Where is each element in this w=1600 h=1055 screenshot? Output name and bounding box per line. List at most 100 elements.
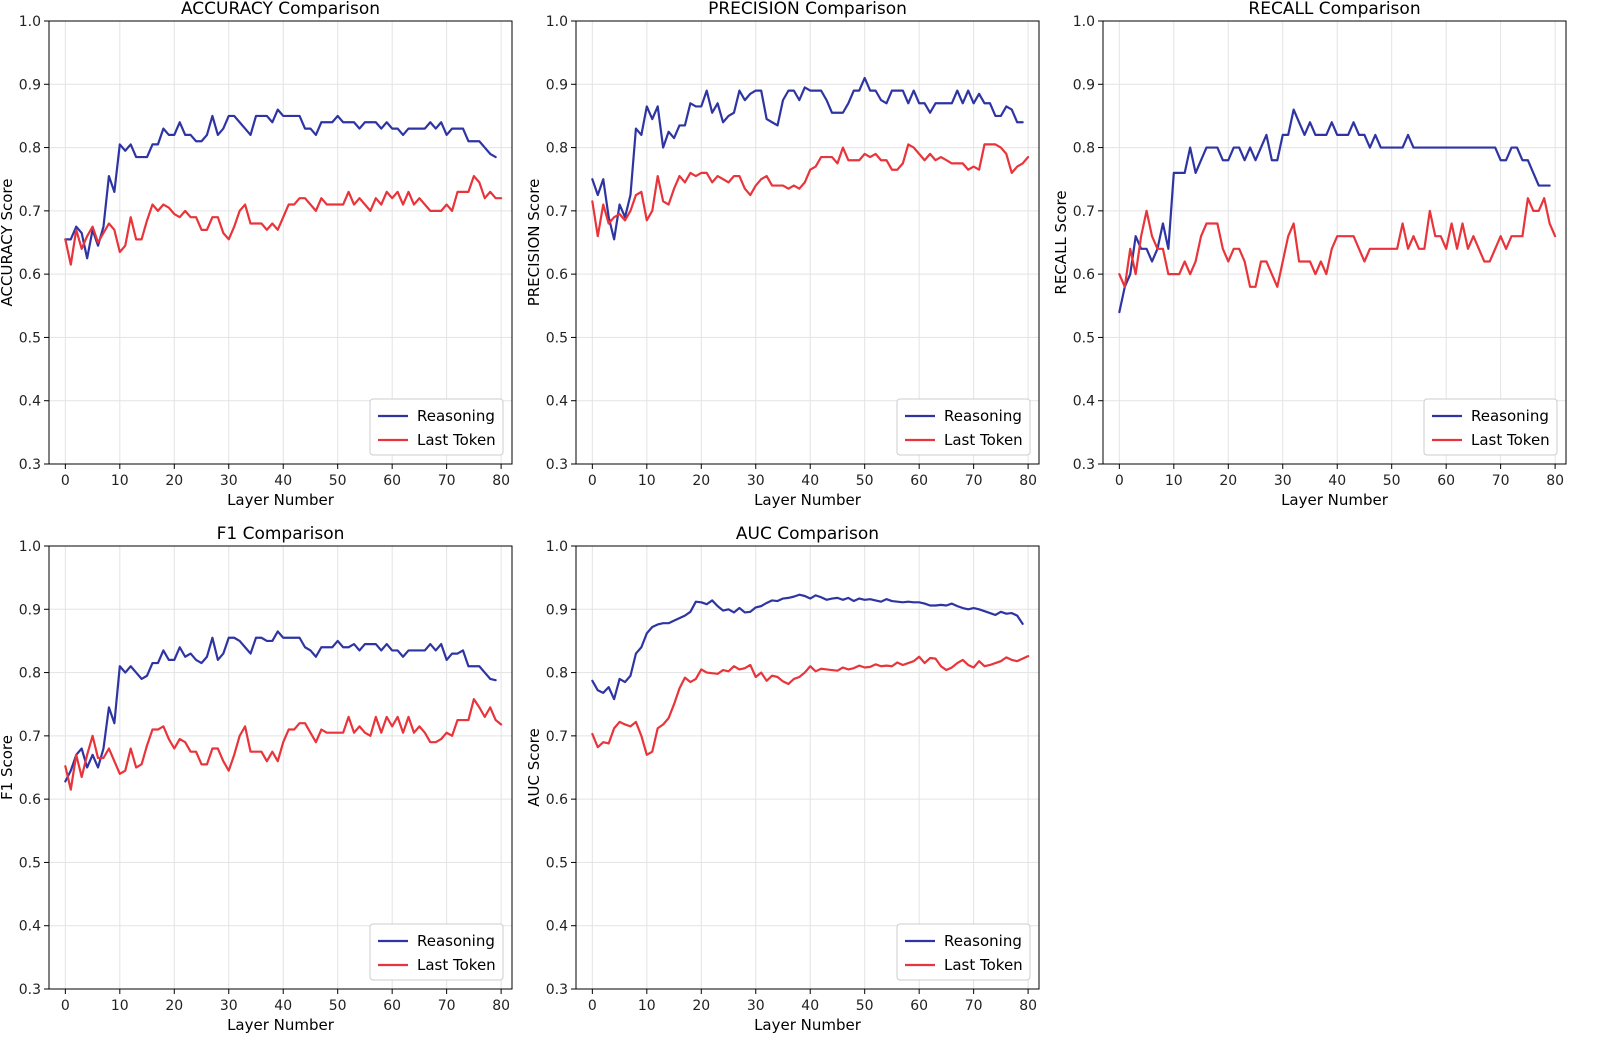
y-tick-label: 0.5 [546, 330, 568, 346]
y-tick-label: 0.3 [546, 457, 568, 473]
x-tick-label: 50 [856, 473, 874, 489]
x-tick-label: 70 [1492, 473, 1510, 489]
chart-title: PRECISION Comparison [708, 0, 907, 19]
x-tick-label: 10 [638, 473, 656, 489]
x-tick-label: 0 [61, 998, 70, 1014]
axes-frame [1102, 20, 1567, 465]
y-tick-label: 0.3 [19, 457, 41, 473]
axes-frame [48, 545, 513, 990]
x-tick-label: 10 [111, 473, 129, 489]
y-tick-label: 0.3 [19, 982, 41, 998]
series-line-last-token [591, 143, 1030, 238]
series-line-reasoning [591, 76, 1024, 241]
y-tick-label: 0.5 [1073, 330, 1095, 346]
chart-panel-3: 0 10 20 30 40 50 60 70 80 0.3 0.4 0.5 0.6 0.7 0.8 0.9 1.… [0, 524, 513, 1034]
legend-label: Last Token [417, 956, 496, 974]
x-tick-label: 10 [638, 998, 656, 1014]
legend-label: Reasoning [417, 932, 495, 950]
chart-panel-0: 0 10 20 30 40 50 60 70 80 0.3 0.4 0.5 0.6 0.7 0.8 0.9 1.… [0, 0, 513, 509]
axes-frame [575, 545, 1040, 990]
y-tick-label: 1.0 [1073, 14, 1095, 30]
x-tick-label: 80 [492, 473, 510, 489]
x-axis-label: Layer Number [754, 491, 862, 509]
y-tick-label: 1.0 [546, 539, 568, 555]
legend-label: Last Token [1471, 431, 1550, 449]
y-axis-label: PRECISION Score [525, 179, 543, 307]
y-tick-label: 0.4 [546, 394, 568, 410]
plot-area [576, 21, 1039, 464]
y-tick-label: 1.0 [546, 14, 568, 30]
y-tick-label: 0.7 [546, 729, 568, 745]
y-tick-label: 0.7 [546, 204, 568, 220]
y-tick-label: 0.5 [19, 330, 41, 346]
series-line-reasoning [591, 593, 1024, 701]
legend: Reasoning Last Token [369, 923, 504, 981]
x-tick-label: 10 [111, 998, 129, 1014]
x-tick-label: 30 [1274, 473, 1292, 489]
plot-area [49, 546, 512, 989]
y-tick-label: 0.4 [19, 919, 41, 935]
chart-panel-1: 0 10 20 30 40 50 60 70 80 0.3 0.4 0.5 0.6 0.7 0.8 0.9 1.… [525, 0, 1040, 509]
chart-panel-2: 0 10 20 30 40 50 60 70 80 0.3 0.4 0.5 0.6 0.7 0.8 0.9 1.… [1052, 0, 1567, 509]
x-tick-label: 50 [856, 998, 874, 1014]
axes-frame [575, 20, 1040, 465]
y-tick-label: 0.3 [1073, 457, 1095, 473]
x-tick-label: 70 [438, 473, 456, 489]
series-line-reasoning [64, 108, 497, 260]
x-tick-label: 0 [61, 473, 70, 489]
x-axis-label: Layer Number [227, 491, 335, 509]
legend-label: Reasoning [944, 932, 1022, 950]
legend: Reasoning Last Token [1423, 398, 1558, 456]
chart-panel-4: 0 10 20 30 40 50 60 70 80 0.3 0.4 0.5 0.6 0.7 0.8 0.9 1.… [525, 524, 1040, 1034]
legend-label: Last Token [944, 431, 1023, 449]
y-tick-label: 0.6 [19, 792, 41, 808]
y-tick-label: 0.9 [546, 602, 568, 618]
y-tick-label: 0.9 [546, 77, 568, 93]
x-tick-label: 0 [1115, 473, 1124, 489]
x-tick-label: 60 [383, 998, 401, 1014]
x-tick-label: 10 [1165, 473, 1183, 489]
x-tick-label: 20 [1219, 473, 1237, 489]
x-tick-label: 30 [220, 473, 238, 489]
legend-label: Reasoning [944, 407, 1022, 425]
legend: Reasoning Last Token [896, 398, 1031, 456]
x-tick-label: 80 [1019, 998, 1037, 1014]
x-tick-label: 70 [438, 998, 456, 1014]
x-tick-label: 0 [588, 473, 597, 489]
y-tick-label: 0.9 [1073, 77, 1095, 93]
x-tick-label: 60 [910, 473, 928, 489]
x-tick-label: 80 [1546, 473, 1564, 489]
y-axis-label: AUC Score [525, 728, 543, 807]
y-tick-label: 0.9 [19, 602, 41, 618]
x-axis-label: Layer Number [227, 1016, 335, 1034]
chart-title: RECALL Comparison [1248, 0, 1420, 19]
x-tick-label: 40 [274, 473, 292, 489]
y-tick-label: 0.8 [19, 666, 41, 682]
legend-label: Reasoning [417, 407, 495, 425]
legend-label: Last Token [944, 956, 1023, 974]
y-tick-label: 0.7 [19, 729, 41, 745]
legend: Reasoning Last Token [896, 923, 1031, 981]
x-tick-label: 40 [801, 998, 819, 1014]
legend-label: Last Token [417, 431, 496, 449]
y-axis-label: ACCURACY Score [0, 179, 16, 307]
y-tick-label: 1.0 [19, 14, 41, 30]
x-tick-label: 20 [692, 998, 710, 1014]
y-tick-label: 0.5 [19, 855, 41, 871]
x-tick-label: 70 [965, 473, 983, 489]
y-tick-label: 0.4 [19, 394, 41, 410]
series-line-last-token [64, 698, 503, 791]
y-tick-label: 0.7 [1073, 204, 1095, 220]
y-tick-label: 0.6 [1073, 267, 1095, 283]
y-tick-label: 1.0 [19, 539, 41, 555]
x-tick-label: 50 [329, 473, 347, 489]
y-tick-label: 0.8 [1073, 141, 1095, 157]
y-axis-label: F1 Score [0, 735, 16, 800]
chart-title: F1 Comparison [217, 524, 345, 544]
x-tick-label: 60 [910, 998, 928, 1014]
series-line-last-token [1118, 197, 1557, 288]
x-tick-label: 0 [588, 998, 597, 1014]
y-tick-label: 0.6 [546, 792, 568, 808]
x-tick-label: 30 [220, 998, 238, 1014]
series-line-last-token [64, 174, 503, 266]
